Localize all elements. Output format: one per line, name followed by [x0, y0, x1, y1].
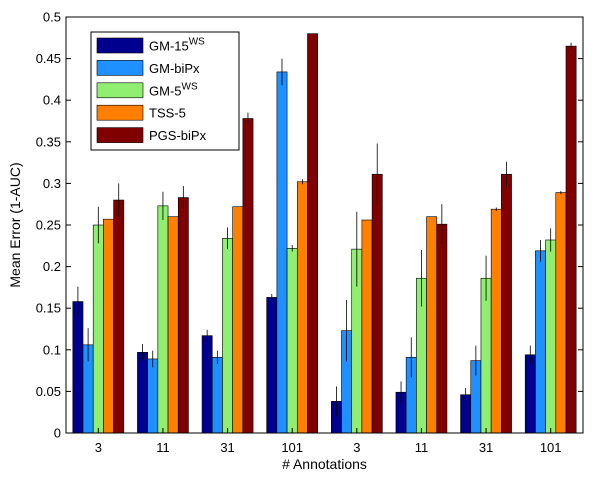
legend-entry: GM-5WS	[149, 81, 198, 98]
y-tick-label: 0.4	[43, 93, 61, 108]
y-tick-label: 0.25	[36, 218, 61, 233]
bar	[211, 356, 223, 434]
bars-group	[72, 33, 577, 434]
bar	[361, 219, 373, 434]
legend-swatch	[96, 82, 144, 99]
y-tick-label: 0	[54, 426, 61, 441]
bar	[157, 205, 169, 434]
y-tick-label: 0.3	[43, 176, 61, 191]
y-tick-label: 0.05	[36, 384, 61, 399]
bar	[490, 208, 502, 434]
x-tick-label: 3	[353, 440, 360, 455]
y-tick-label: 0.15	[36, 301, 61, 316]
x-tick-label: 11	[156, 440, 170, 455]
legend-entry: GM-15WS	[149, 37, 205, 54]
bar	[535, 250, 546, 434]
bar	[222, 238, 233, 434]
bar	[266, 297, 278, 434]
y-tick-label: 0.35	[36, 134, 61, 149]
bar	[167, 216, 179, 434]
bar	[555, 192, 567, 434]
bar	[103, 218, 114, 434]
x-tick-label: 31	[220, 440, 234, 455]
bar	[501, 173, 512, 434]
y-tick-label: 0.2	[43, 259, 61, 274]
legend-swatch	[96, 127, 144, 143]
bar	[371, 173, 383, 434]
legend-swatch	[96, 60, 144, 76]
bar	[177, 197, 189, 434]
bar	[426, 216, 438, 434]
y-axis: 0 0.05 0.1 0.15 0.2 0.25 0.3 0.35 0.4 0.45 0.5	[36, 10, 583, 441]
bar	[201, 335, 213, 434]
x-tick-label: 11	[415, 440, 429, 455]
bar	[232, 206, 244, 434]
x-axis-label: # Annotations	[282, 456, 367, 472]
x-tick-label: 3	[95, 440, 102, 455]
x-axis: 3 11 31 101 3 11 31 101	[95, 428, 562, 455]
y-tick-label: 0.45	[36, 51, 61, 66]
x-tick-label: 31	[479, 440, 493, 455]
x-tick-label: 101	[281, 440, 303, 455]
bar	[307, 33, 318, 434]
legend-entry: GM-biPx	[149, 61, 200, 76]
y-axis-label: Mean Error (1-AUC)	[7, 162, 23, 287]
legend: GM-15WS GM-biPx GM-5WS TSS-5 PGS-biPx	[90, 31, 240, 151]
bar	[565, 45, 577, 434]
bar	[296, 181, 308, 434]
bar	[286, 248, 298, 434]
bar	[524, 354, 536, 434]
bar	[137, 351, 148, 434]
bar	[147, 358, 159, 434]
error-bars-group	[77, 42, 572, 417]
x-tick-label: 101	[540, 440, 562, 455]
y-tick-label: 0.5	[43, 10, 61, 25]
bar	[72, 301, 84, 434]
y-tick-label: 0.1	[43, 342, 61, 357]
bar	[242, 118, 254, 434]
bar	[545, 239, 557, 434]
legend-swatch	[96, 37, 144, 54]
legend-swatch	[96, 104, 144, 121]
bar	[276, 71, 288, 434]
legend-entry: PGS-biPx	[149, 128, 207, 143]
bar	[92, 224, 104, 434]
bar	[436, 223, 448, 434]
legend-entry: TSS-5	[149, 106, 186, 121]
bar	[480, 277, 492, 434]
bar	[113, 199, 125, 434]
